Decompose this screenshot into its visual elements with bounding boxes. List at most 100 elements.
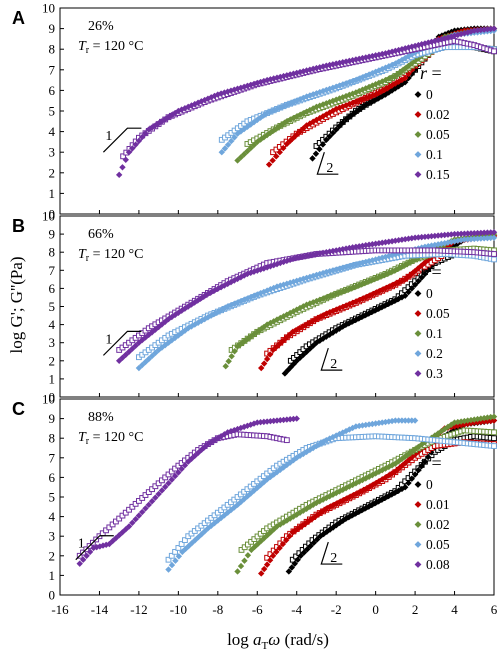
y-tick-label: 2: [49, 165, 56, 180]
g-prime-marker: [260, 360, 268, 367]
g-prime-marker: [402, 292, 409, 299]
g-prime-marker: [388, 48, 396, 55]
g-prime-marker: [227, 87, 235, 94]
g-prime-marker: [148, 124, 156, 131]
g-prime-marker: [336, 122, 343, 130]
g-double-prime-marker: [491, 435, 497, 442]
g-prime-marker: [155, 490, 162, 498]
g-prime-marker: [402, 417, 409, 424]
g-double-prime-marker: [142, 492, 149, 498]
series-0_3: [115, 229, 498, 364]
g-prime-marker: [83, 552, 90, 559]
g-prime-marker: [323, 111, 330, 118]
g-prime-marker: [395, 417, 402, 424]
g-prime-marker: [234, 568, 241, 575]
g-prime-marker: [165, 480, 172, 487]
g-prime-marker: [76, 560, 83, 567]
g-prime-marker: [304, 546, 311, 553]
g-prime-marker: [115, 171, 123, 179]
g-prime-marker: [464, 236, 471, 243]
g-prime-marker: [258, 570, 265, 577]
y-tick-label: 8: [49, 42, 56, 57]
legend-label: 0.15: [426, 167, 450, 182]
g-prime-marker: [326, 85, 333, 93]
g-prime-marker: [90, 544, 97, 552]
g-double-prime-marker: [119, 512, 126, 519]
g-prime-marker: [398, 46, 406, 53]
slope-1-triangle: [75, 535, 114, 561]
x-tick-label: -4: [291, 602, 302, 617]
g-prime-marker: [411, 281, 419, 288]
g-double-prime-marker: [103, 527, 109, 534]
y-tick-label: 3: [49, 145, 56, 160]
y-tick-label: 9: [49, 227, 56, 242]
g-prime-marker: [312, 150, 320, 157]
g-double-prime-marker: [149, 486, 155, 493]
g-prime-marker: [244, 82, 251, 90]
legend-marker: [414, 310, 422, 317]
g-prime-marker: [269, 552, 277, 559]
g-prime-marker: [267, 529, 274, 536]
g-prime-marker: [388, 238, 396, 245]
g-prime-marker: [405, 235, 412, 242]
x-axis: -16 -14 -12 -10 -8 -6 -4 -2 0 2 4 6: [51, 602, 497, 617]
g-prime-marker: [296, 524, 303, 531]
g-prime-marker: [290, 134, 297, 141]
g-prime-marker: [181, 462, 189, 469]
panel-letter: C: [12, 399, 25, 419]
series-0_05: [165, 417, 497, 573]
g-prime-marker: [474, 235, 481, 242]
g-prime-marker: [388, 87, 396, 94]
series-0_02: [234, 413, 498, 575]
g-prime-marker: [168, 476, 175, 483]
g-prime-marker: [411, 234, 419, 241]
g-prime-marker: [258, 364, 265, 372]
g-prime-marker: [96, 543, 104, 550]
percent-annotation: 26%: [88, 19, 114, 34]
g-prime-marker: [280, 144, 287, 152]
g-prime-marker: [198, 98, 205, 105]
legend-marker: [414, 131, 422, 138]
y-tick-label: 2: [49, 548, 56, 563]
g-double-prime-marker: [106, 524, 113, 531]
g-prime-marker: [222, 363, 229, 370]
g-prime-marker: [336, 104, 343, 111]
g-double-prime-marker: [159, 477, 165, 484]
g-double-prime-marker: [168, 468, 175, 475]
g-prime-marker: [201, 528, 208, 535]
g-prime-marker: [227, 428, 235, 435]
legend-label: 0.05: [426, 306, 450, 321]
g-prime-marker: [178, 465, 185, 473]
g-prime-marker: [132, 516, 139, 523]
g-prime-marker: [195, 533, 202, 541]
g-prime-marker: [228, 353, 235, 360]
legend-marker: [414, 541, 422, 548]
g-prime-marker: [227, 506, 235, 514]
g-prime-marker: [405, 74, 412, 82]
g-prime-marker: [240, 296, 248, 304]
g-prime-marker: [285, 568, 293, 575]
legend-label: 0: [426, 477, 433, 492]
g-prime-marker: [306, 120, 314, 127]
y-tick-label: 8: [49, 431, 56, 446]
g-prime-marker: [270, 526, 277, 533]
g-prime-marker: [415, 234, 422, 241]
g-prime-marker: [323, 100, 330, 107]
g-prime-marker: [286, 533, 293, 540]
g-prime-marker: [336, 59, 343, 67]
g-prime-marker: [428, 38, 435, 45]
g-prime-marker: [112, 534, 120, 542]
g-prime-marker: [434, 232, 442, 239]
g-prime-marker: [129, 519, 136, 527]
x-tick-label: -8: [212, 602, 223, 617]
slope-2-triangle: [320, 541, 343, 565]
g-prime-marker: [280, 120, 287, 127]
g-prime-marker: [168, 111, 175, 119]
g-prime-marker: [428, 233, 435, 240]
slope-2-label: 2: [330, 551, 337, 566]
g-prime-marker: [168, 561, 176, 569]
g-prime-marker: [273, 124, 281, 132]
g-prime-marker: [402, 484, 409, 491]
g-prime-marker: [290, 255, 297, 262]
